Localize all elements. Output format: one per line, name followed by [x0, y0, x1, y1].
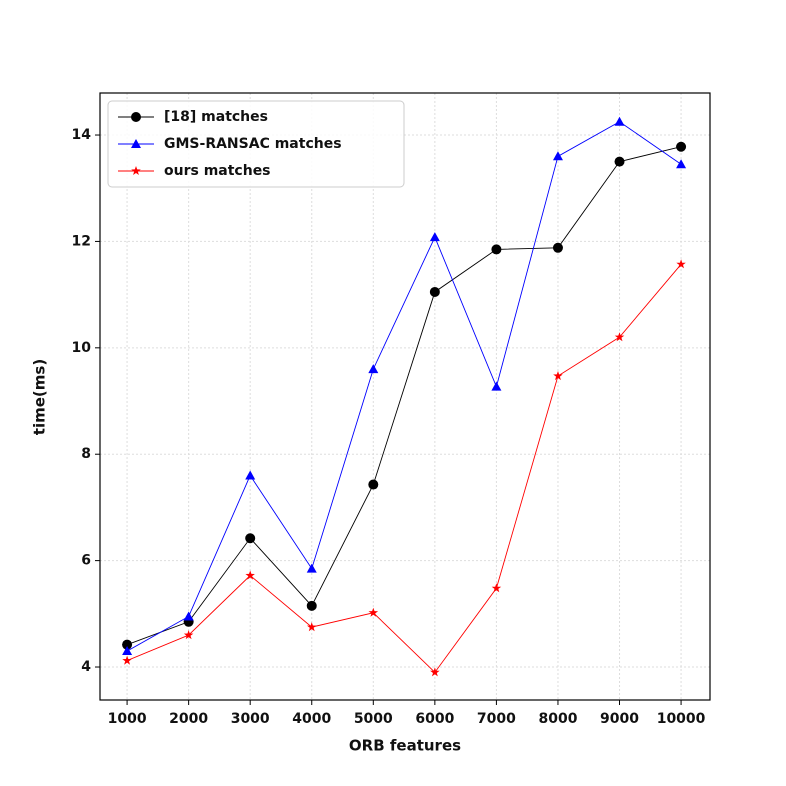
- marker: [614, 156, 625, 167]
- marker: [183, 611, 194, 621]
- legend-label: [18] matches: [164, 109, 268, 125]
- marker: [614, 332, 625, 342]
- x-tick-label: 2000: [169, 711, 208, 727]
- x-tick-label: 10000: [657, 711, 706, 727]
- marker: [491, 244, 502, 255]
- marker: [429, 286, 440, 297]
- marker: [245, 570, 255, 580]
- series-line: [126, 264, 682, 674]
- marker: [553, 371, 563, 381]
- marker: [368, 607, 379, 617]
- x-tick-label: 1000: [108, 711, 147, 727]
- marker: [122, 646, 133, 656]
- marker: [430, 667, 440, 677]
- marker: [552, 151, 563, 161]
- marker: [368, 364, 379, 374]
- marker: [183, 630, 194, 640]
- marker: [676, 259, 686, 269]
- legend-label: GMS-RANSAC matches: [164, 136, 342, 152]
- marker: [245, 533, 256, 544]
- y-tick-label: 12: [72, 233, 91, 249]
- marker: [614, 116, 625, 126]
- x-tick-label: 5000: [354, 711, 393, 727]
- series-line: [126, 146, 682, 646]
- x-tick-label: 3000: [231, 711, 270, 727]
- legend: [18] matches GMS-RANSAC matches ours match…: [107, 100, 405, 188]
- marker: [676, 141, 687, 152]
- marker: [245, 470, 256, 480]
- x-tick-label: 9000: [600, 711, 639, 727]
- marker: [131, 139, 141, 148]
- marker: [676, 159, 687, 169]
- y-tick-label: 14: [72, 127, 92, 143]
- marker: [131, 112, 141, 122]
- x-tick-label: 4000: [292, 711, 331, 727]
- marker: [368, 479, 379, 490]
- x-tick-label: 8000: [538, 711, 577, 727]
- series-line: [126, 121, 682, 652]
- marker: [122, 655, 132, 665]
- marker: [552, 242, 563, 253]
- x-axis-label: ORB features: [349, 737, 461, 755]
- y-tick-label: 10: [72, 340, 92, 356]
- marker: [306, 600, 317, 611]
- legend-box: [107, 100, 405, 188]
- marker: [306, 563, 317, 573]
- marker: [307, 622, 317, 632]
- y-tick-label: 8: [81, 446, 91, 462]
- marker: [491, 583, 502, 593]
- x-tick-label: 7000: [477, 711, 516, 727]
- marker: [131, 166, 141, 175]
- x-tick-label: 6000: [415, 711, 454, 727]
- y-tick-label: 4: [81, 659, 91, 675]
- marker: [491, 381, 502, 391]
- plot-frame: [99, 92, 711, 701]
- marker: [429, 232, 440, 242]
- legend-label: ours matches: [164, 163, 271, 179]
- marker: [122, 639, 133, 650]
- y-tick-label: 6: [81, 553, 91, 569]
- y-axis-label: time(ms): [31, 359, 49, 435]
